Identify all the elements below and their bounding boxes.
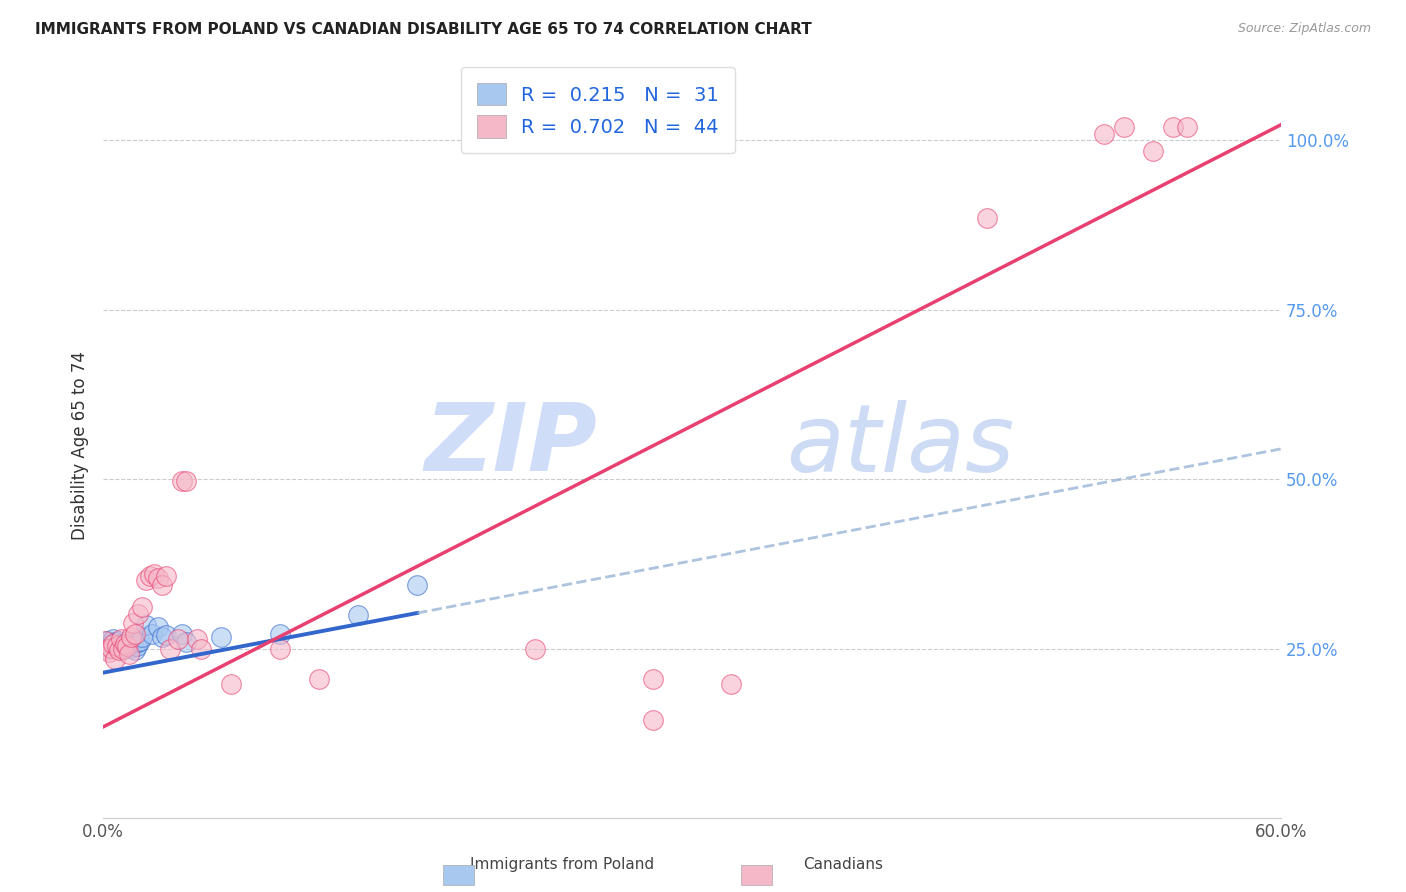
Point (720, 677, 742, 691)
Point (127, 607, 149, 621)
Point (114, 636, 136, 650)
Point (94, 636, 117, 650)
Point (111, 642, 134, 657)
Point (186, 632, 208, 646)
Point (127, 635, 149, 649)
Point (406, 577, 429, 591)
Point (1112, 120, 1135, 134)
Text: Canadians: Canadians (804, 857, 883, 872)
Point (159, 642, 181, 657)
Point (146, 620, 169, 634)
Y-axis label: Disability Age 65 to 74: Disability Age 65 to 74 (72, 351, 89, 540)
Point (139, 568, 162, 582)
Point (104, 635, 127, 649)
Point (98, 645, 121, 659)
Point (135, 573, 157, 587)
Point (135, 618, 157, 632)
Point (108, 643, 131, 657)
Point (143, 567, 166, 582)
Point (110, 636, 132, 650)
Point (105, 639, 128, 653)
Point (131, 599, 153, 614)
Point (131, 630, 153, 644)
Point (100, 636, 122, 650)
Point (141, 627, 163, 641)
Point (641, 673, 664, 687)
Point (976, 211, 998, 226)
Point (120, 640, 142, 655)
Legend: R =  0.215   N =  31, R =  0.702   N =  44: R = 0.215 N = 31, R = 0.702 N = 44 (461, 67, 734, 153)
Point (94, 633, 117, 648)
Point (115, 639, 138, 653)
Point (155, 568, 177, 582)
Point (1092, 127, 1115, 141)
Point (100, 640, 122, 655)
Point (121, 639, 143, 653)
Point (269, 627, 291, 641)
Point (190, 642, 212, 657)
Point (96, 642, 118, 657)
Point (146, 571, 169, 585)
Point (1142, 144, 1164, 158)
Point (96, 633, 118, 648)
Point (269, 642, 291, 657)
Point (121, 616, 143, 631)
Point (117, 648, 139, 662)
Point (166, 632, 188, 646)
Point (124, 627, 146, 641)
Point (150, 577, 173, 591)
Point (174, 474, 197, 488)
Point (124, 643, 146, 657)
Point (641, 713, 664, 727)
Point (129, 633, 152, 648)
Point (105, 639, 128, 653)
Point (524, 642, 547, 657)
Point (170, 627, 193, 641)
Point (117, 633, 139, 648)
Text: Source: ZipAtlas.com: Source: ZipAtlas.com (1237, 22, 1371, 36)
Point (108, 633, 131, 648)
Point (308, 673, 330, 687)
Point (104, 652, 127, 666)
Point (101, 636, 124, 650)
Point (98, 640, 121, 655)
Point (1161, 120, 1184, 134)
Text: atlas: atlas (786, 400, 1015, 491)
Text: IMMIGRANTS FROM POLAND VS CANADIAN DISABILITY AGE 65 TO 74 CORRELATION CHART: IMMIGRANTS FROM POLAND VS CANADIAN DISAB… (35, 22, 811, 37)
Point (209, 630, 232, 644)
Text: ZIP: ZIP (425, 400, 598, 491)
Point (170, 474, 193, 488)
Point (111, 642, 134, 657)
Point (110, 632, 132, 646)
Point (120, 630, 142, 644)
Point (115, 639, 138, 653)
Point (101, 632, 124, 646)
Text: Immigrants from Poland: Immigrants from Poland (471, 857, 654, 872)
Point (125, 639, 148, 653)
Point (114, 636, 136, 650)
Point (1175, 120, 1198, 134)
Point (155, 628, 177, 642)
Point (219, 677, 242, 691)
Point (347, 607, 370, 622)
Point (174, 635, 197, 649)
Point (150, 630, 173, 644)
